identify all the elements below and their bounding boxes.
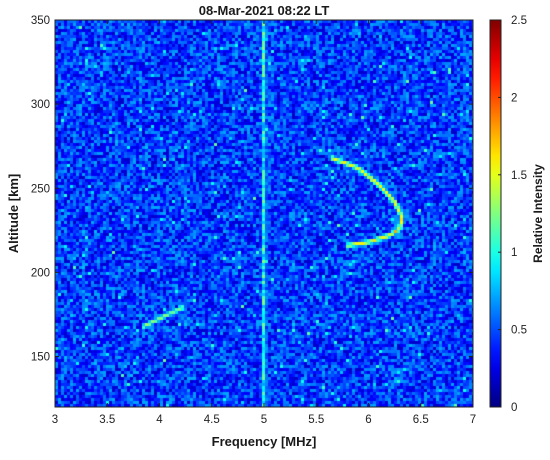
x-tick-label: 4	[156, 414, 163, 426]
colorbar-bar	[489, 19, 502, 408]
x-axis: 3 3.5 4 4.5 5 5.5 6 6.5 7	[52, 20, 476, 426]
x-tick-label: 5.5	[308, 414, 324, 426]
y-tick-label: 300	[31, 99, 50, 111]
heatmap-image	[55, 20, 473, 407]
y-axis: 150 200 250 300 350	[31, 15, 473, 364]
colorbar-tick-label: 0.5	[511, 325, 527, 337]
x-tick-label: 6.5	[413, 414, 429, 426]
colorbar-tick-label: 1	[511, 247, 517, 259]
colorbar-tick-label: 0	[511, 402, 517, 414]
x-axis-label: Frequency [MHz]	[212, 434, 317, 449]
x-tick-label: 4.5	[204, 414, 220, 426]
x-tick-label: 3.5	[99, 414, 115, 426]
colorbar-label: Relative Intensity	[531, 164, 545, 263]
y-axis-label: Altitude [km]	[6, 174, 21, 253]
chart-title: 08-Mar-2021 08:22 LT	[199, 3, 330, 18]
y-tick-label: 350	[31, 15, 50, 27]
y-tick-label: 250	[31, 183, 50, 195]
colorbar-tick-label: 2.5	[511, 15, 527, 27]
x-tick-label: 6	[365, 414, 371, 426]
y-tick-label: 200	[31, 267, 50, 279]
x-tick-label: 3	[52, 414, 58, 426]
x-tick-label: 7	[470, 414, 476, 426]
x-tick-label: 5	[261, 414, 267, 426]
colorbar-tick-label: 1.5	[511, 170, 527, 182]
plot-area	[54, 19, 474, 408]
y-tick-label: 150	[31, 352, 50, 364]
colorbar: 0 0.5 1 1.5 2 2.5	[489, 15, 527, 414]
colorbar-tick-label: 2	[511, 92, 517, 104]
